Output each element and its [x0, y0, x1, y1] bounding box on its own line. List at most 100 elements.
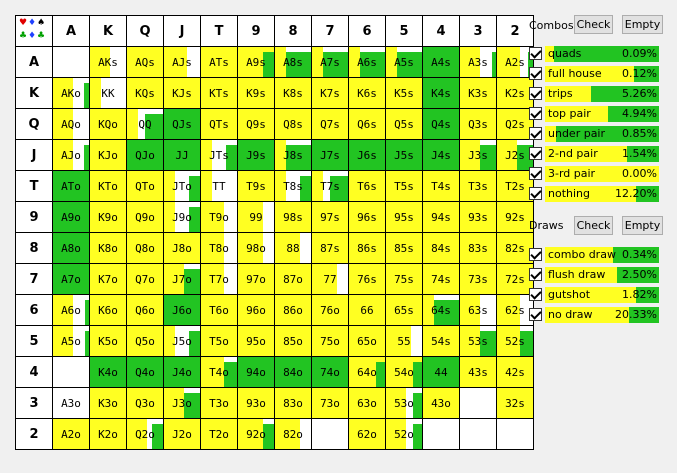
hand-cell[interactable]: 75o — [311, 325, 349, 357]
col-header[interactable]: Q — [126, 15, 164, 47]
hand-cell[interactable]: A3o — [52, 387, 90, 419]
hand-cell[interactable]: J6s — [348, 139, 386, 171]
hand-cell[interactable]: JTs — [200, 139, 238, 171]
hand-cell[interactable]: J5o — [163, 325, 201, 357]
hand-cell[interactable]: 73s — [459, 263, 497, 295]
hand-cell[interactable]: TT — [200, 170, 238, 202]
row-header[interactable]: K — [15, 77, 53, 109]
draws-empty-button[interactable]: Empty — [622, 216, 663, 235]
hand-cell[interactable]: 64o — [348, 356, 386, 388]
hand-cell[interactable]: J3o — [163, 387, 201, 419]
hand-cell[interactable]: T5o — [200, 325, 238, 357]
hand-cell[interactable]: 76o — [311, 294, 349, 326]
hand-cell[interactable]: A8o — [52, 232, 90, 264]
hand-cell[interactable]: AQs — [126, 46, 164, 78]
hand-cell[interactable]: T8o — [200, 232, 238, 264]
hand-cell[interactable]: J2o — [163, 418, 201, 450]
hand-cell[interactable]: 73o — [311, 387, 349, 419]
hand-cell[interactable]: Q6o — [126, 294, 164, 326]
hand-cell[interactable]: AQo — [52, 108, 90, 140]
hand-cell[interactable]: A6o — [52, 294, 90, 326]
hand-cell[interactable]: T9s — [237, 170, 275, 202]
col-header[interactable]: 9 — [237, 15, 275, 47]
row-header[interactable]: 2 — [15, 418, 53, 450]
hand-cell[interactable]: Q8s — [274, 108, 312, 140]
col-header[interactable]: T — [200, 15, 238, 47]
hand-cell[interactable]: Q3o — [126, 387, 164, 419]
hand-cell[interactable]: 76s — [348, 263, 386, 295]
hand-cell[interactable]: 62o — [348, 418, 386, 450]
hand-cell[interactable]: 98o — [237, 232, 275, 264]
hand-cell[interactable]: 82s — [496, 232, 534, 264]
hand-cell[interactable]: 99 — [237, 201, 275, 233]
hand-cell[interactable]: 87o — [274, 263, 312, 295]
hand-cell[interactable]: K9s — [237, 77, 275, 109]
hand-cell[interactable]: J8o — [163, 232, 201, 264]
hand-cell[interactable]: A9s — [237, 46, 275, 78]
hand-cell[interactable]: 92o — [237, 418, 275, 450]
hand-cell[interactable]: Q2o — [126, 418, 164, 450]
hand-cell[interactable]: Q9s — [237, 108, 275, 140]
hand-cell[interactable]: T4s — [422, 170, 460, 202]
row-header[interactable]: 4 — [15, 356, 53, 388]
hand-cell[interactable]: J2s — [496, 139, 534, 171]
hand-cell[interactable]: 83o — [274, 387, 312, 419]
col-header[interactable]: 6 — [348, 15, 386, 47]
hand-cell[interactable]: T9o — [200, 201, 238, 233]
hand-cell[interactable]: 84s — [422, 232, 460, 264]
hand-cell[interactable]: K4s — [422, 77, 460, 109]
hand-cell[interactable]: K4o — [89, 356, 127, 388]
checkbox[interactable] — [529, 87, 542, 100]
hand-cell[interactable]: KJs — [163, 77, 201, 109]
hand-cell[interactable] — [311, 418, 349, 450]
hand-cell[interactable]: J9o — [163, 201, 201, 233]
hand-cell[interactable]: A7o — [52, 263, 90, 295]
hand-cell[interactable]: 55 — [385, 325, 423, 357]
hand-cell[interactable]: 85s — [385, 232, 423, 264]
hand-cell[interactable]: K6s — [348, 77, 386, 109]
hand-cell[interactable]: 52o — [385, 418, 423, 450]
hand-cell[interactable]: J5s — [385, 139, 423, 171]
hand-cell[interactable] — [459, 387, 497, 419]
hand-cell[interactable]: 75s — [385, 263, 423, 295]
hand-cell[interactable]: 66 — [348, 294, 386, 326]
hand-cell[interactable]: 93s — [459, 201, 497, 233]
hand-cell[interactable]: 77 — [311, 263, 349, 295]
hand-cell[interactable]: T4o — [200, 356, 238, 388]
hand-cell[interactable]: 82o — [274, 418, 312, 450]
hand-cell[interactable]: A9o — [52, 201, 90, 233]
hand-cell[interactable]: 72s — [496, 263, 534, 295]
hand-cell[interactable]: A2s — [496, 46, 534, 78]
combos-empty-button[interactable]: Empty — [622, 15, 663, 34]
col-header[interactable]: K — [89, 15, 127, 47]
col-header[interactable]: 3 — [459, 15, 497, 47]
hand-cell[interactable]: 95s — [385, 201, 423, 233]
hand-cell[interactable]: Q7o — [126, 263, 164, 295]
hand-cell[interactable]: Q2s — [496, 108, 534, 140]
col-header[interactable]: A — [52, 15, 90, 47]
hand-cell[interactable]: J7s — [311, 139, 349, 171]
hand-cell[interactable]: A5s — [385, 46, 423, 78]
hand-cell[interactable]: 93o — [237, 387, 275, 419]
hand-cell[interactable]: 64s — [422, 294, 460, 326]
hand-cell[interactable]: Q5o — [126, 325, 164, 357]
row-header[interactable]: Q — [15, 108, 53, 140]
hand-cell[interactable]: K8s — [274, 77, 312, 109]
hand-cell[interactable]: T5s — [385, 170, 423, 202]
col-header[interactable]: 4 — [422, 15, 460, 47]
hand-cell[interactable]: 94s — [422, 201, 460, 233]
hand-cell[interactable]: KK — [89, 77, 127, 109]
hand-cell[interactable]: ATs — [200, 46, 238, 78]
hand-cell[interactable]: Q4o — [126, 356, 164, 388]
hand-cell[interactable]: J4o — [163, 356, 201, 388]
hand-cell[interactable] — [52, 46, 90, 78]
hand-cell[interactable]: Q5s — [385, 108, 423, 140]
row-header[interactable]: 8 — [15, 232, 53, 264]
hand-cell[interactable]: 84o — [274, 356, 312, 388]
col-header[interactable]: 2 — [496, 15, 534, 47]
hand-cell[interactable]: QQ — [126, 108, 164, 140]
hand-cell[interactable]: 54s — [422, 325, 460, 357]
checkbox[interactable] — [529, 147, 542, 160]
hand-cell[interactable]: A7s — [311, 46, 349, 78]
hand-cell[interactable]: 42s — [496, 356, 534, 388]
